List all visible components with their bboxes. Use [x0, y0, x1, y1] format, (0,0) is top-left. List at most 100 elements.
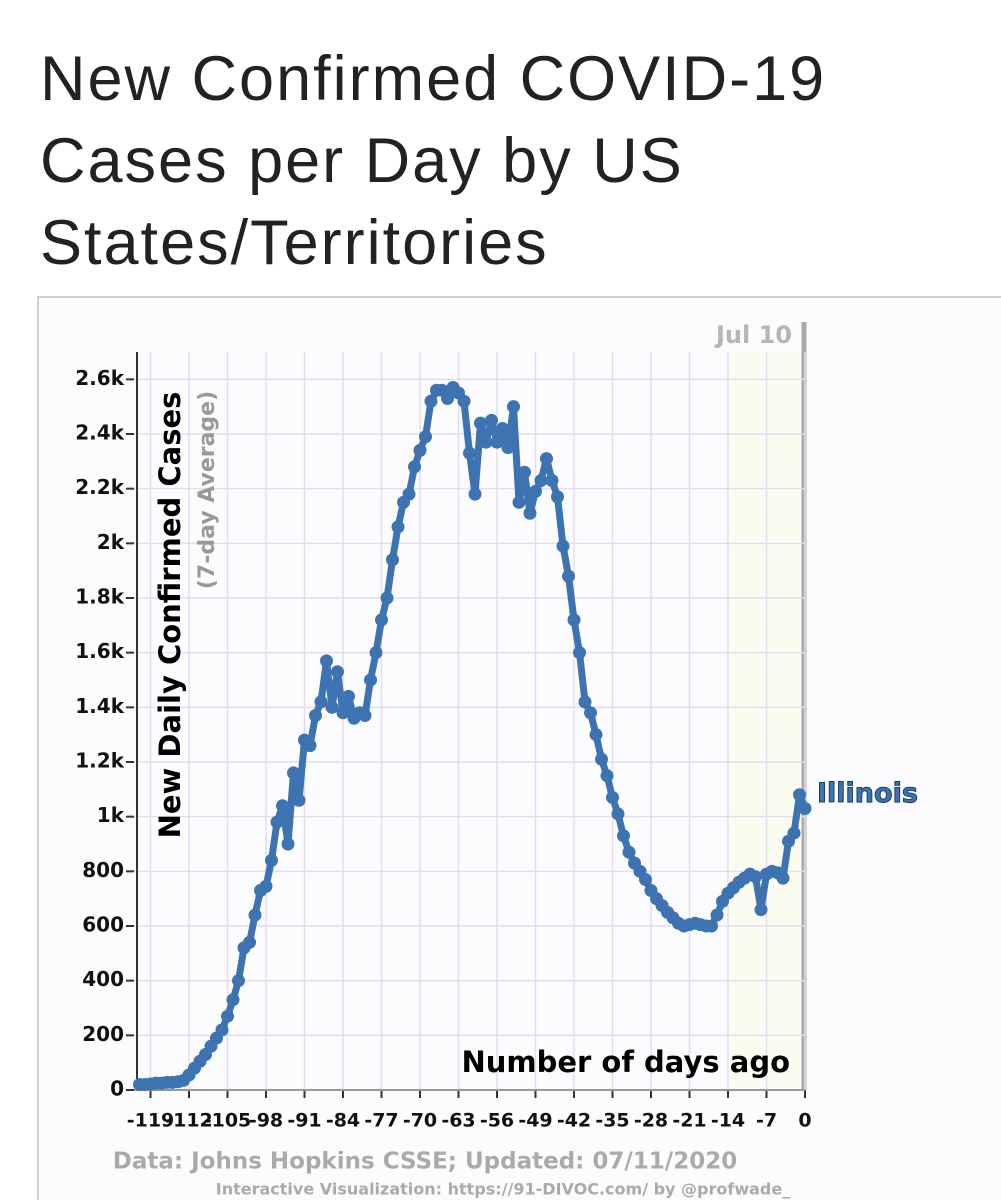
- data-point: [507, 400, 520, 414]
- data-point: [441, 391, 454, 405]
- data-point: [518, 465, 531, 479]
- y-tick-label: 2.4k: [75, 421, 124, 445]
- data-point: [342, 689, 355, 703]
- data-point: [402, 487, 416, 501]
- data-point: [281, 837, 295, 851]
- data-point: [523, 506, 537, 520]
- y-tick-label: 0: [110, 1077, 124, 1101]
- x-tick-label: -21: [672, 1110, 706, 1132]
- y-axis-label: New Daily Confirmed Cases: [153, 392, 187, 839]
- x-tick-label: -63: [441, 1110, 475, 1132]
- x-tick-label: -77: [364, 1110, 398, 1132]
- y-tick-label: 600: [82, 913, 124, 937]
- data-point: [578, 695, 592, 709]
- y-tick-label: 800: [82, 858, 124, 882]
- y-tick-label: 2k: [97, 530, 125, 554]
- x-tick-label: -91: [287, 1110, 321, 1132]
- data-point: [639, 873, 652, 887]
- data-point: [276, 799, 289, 813]
- data-point: [798, 801, 812, 815]
- x-tick-label: 0: [798, 1110, 811, 1132]
- data-point: [611, 807, 625, 821]
- highlight-band: [730, 352, 805, 1090]
- data-point: [710, 908, 724, 922]
- data-point: [457, 394, 471, 408]
- data-point: [776, 871, 790, 885]
- data-point: [474, 416, 487, 430]
- x-tick-label: -42: [557, 1110, 591, 1132]
- data-point: [705, 919, 718, 933]
- data-point: [534, 473, 548, 487]
- data-point: [369, 646, 383, 660]
- x-tick-label: -28: [634, 1110, 668, 1132]
- data-point: [265, 853, 278, 867]
- data-point: [380, 591, 394, 605]
- data-point: [270, 815, 284, 829]
- data-point: [424, 394, 438, 408]
- source-note: Data: Johns Hopkins CSSE; Updated: 07/11…: [113, 1149, 737, 1175]
- y-tick-label: 1k: [97, 803, 125, 827]
- data-point: [215, 1023, 229, 1037]
- x-tick-label: -70: [403, 1110, 437, 1132]
- data-point: [479, 435, 493, 449]
- data-point: [287, 766, 300, 780]
- x-tick-label: -119: [127, 1110, 175, 1132]
- data-point: [386, 553, 399, 567]
- data-point: [540, 452, 553, 466]
- data-point: [331, 665, 344, 679]
- data-point: [573, 646, 586, 660]
- data-point: [463, 446, 476, 460]
- y-tick-label: 400: [82, 967, 124, 991]
- data-point: [793, 788, 806, 802]
- data-point: [408, 460, 421, 474]
- data-point: [600, 769, 614, 783]
- data-point: [496, 422, 509, 436]
- data-point: [562, 569, 575, 583]
- data-point: [501, 441, 515, 455]
- credit-note: Interactive Visualization: https://91-DI…: [216, 1180, 790, 1199]
- x-tick-label: -98: [249, 1110, 283, 1132]
- x-axis-label: Number of days ago: [461, 1045, 790, 1079]
- data-point: [595, 752, 608, 766]
- y-tick-label: 1.4k: [75, 694, 124, 718]
- x-tick-label: -84: [326, 1110, 360, 1132]
- data-point: [243, 935, 256, 949]
- data-point: [320, 654, 333, 668]
- y-tick-label: 2.6k: [75, 366, 124, 390]
- data-point: [749, 870, 762, 884]
- y-tick-label: 1.2k: [75, 749, 124, 773]
- data-point: [391, 520, 405, 534]
- data-point: [589, 728, 603, 742]
- data-point: [309, 709, 322, 723]
- data-point: [622, 845, 636, 859]
- data-point: [259, 879, 273, 893]
- data-point: [221, 1009, 234, 1023]
- data-point: [606, 791, 619, 805]
- data-point: [617, 829, 630, 843]
- date-label: Jul 10: [714, 321, 792, 349]
- y-tick-label: 1.8k: [75, 585, 124, 609]
- data-point: [292, 793, 306, 807]
- data-point: [303, 739, 317, 753]
- data-point: [512, 495, 526, 509]
- x-tick-label: -7: [756, 1110, 777, 1132]
- data-point: [485, 413, 498, 427]
- data-point: [248, 908, 262, 922]
- x-tick-label: -105: [204, 1110, 252, 1132]
- data-point: [419, 430, 432, 444]
- y-tick-label: 2.2k: [75, 475, 124, 499]
- data-point: [529, 484, 542, 498]
- x-tick-label: -14: [711, 1110, 745, 1132]
- x-tick-label: -49: [518, 1110, 552, 1132]
- x-tick-label: -56: [480, 1110, 514, 1132]
- data-point: [490, 435, 504, 449]
- series-label: Illinois: [817, 778, 918, 809]
- data-point: [468, 487, 482, 501]
- y-tick-label: 1.6k: [75, 639, 124, 663]
- data-point: [358, 709, 372, 723]
- data-point: [232, 974, 245, 988]
- data-point: [325, 700, 339, 714]
- data-point: [545, 473, 559, 487]
